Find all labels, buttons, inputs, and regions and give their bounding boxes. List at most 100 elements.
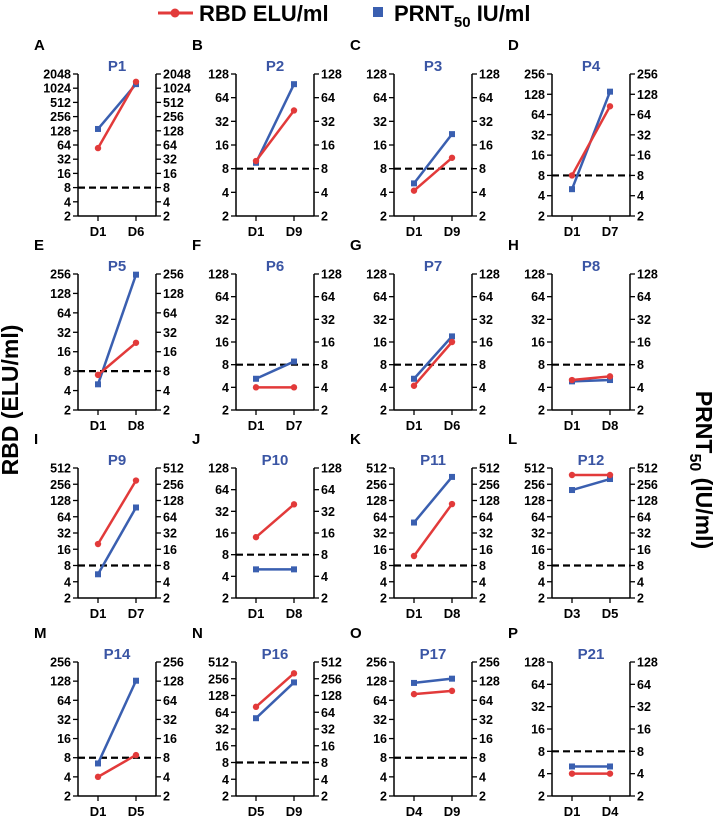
- panel-i-title: P9: [108, 452, 126, 469]
- panel-d-ytick-label-left: 128: [524, 88, 545, 102]
- panel-h-ytick-label-right: 128: [637, 268, 658, 282]
- panel-o-ytick-label-left: 64: [373, 694, 387, 708]
- panel-i-prnt-point: [133, 504, 139, 511]
- panel-i-xtick-label: D7: [128, 606, 145, 621]
- right-axis-title-unit: (IU/ml): [691, 471, 714, 549]
- panel-e-title: P5: [108, 258, 126, 275]
- panel-b-xtick-label: D9: [286, 224, 303, 239]
- panel-i: I P9 2 2 4 4 8 8 16 16 32 32 64 64 128 128 256 256 512 512 D…: [34, 431, 184, 621]
- panel-c-ytick-label-right: 2: [479, 210, 486, 224]
- legend-rbd-label: RBD ELU/ml: [199, 1, 329, 26]
- panel-o-ytick-label-left: 256: [366, 656, 387, 670]
- panel-p-ytick-label-right: 2: [637, 790, 644, 804]
- panel-d-ytick-label-left: 16: [531, 149, 545, 163]
- panel-m-rbd-point: [94, 773, 102, 781]
- panel-d-ytick-label-right: 4: [637, 189, 644, 203]
- panel-i-rbd-line: [96, 479, 138, 545]
- panel-o-ytick-label-right: 16: [479, 732, 493, 746]
- panel-n-ytick-label-left: 4: [222, 773, 229, 787]
- panel-l-ytick-label-left: 4: [538, 575, 545, 589]
- panel-m-prnt-point: [133, 677, 139, 684]
- panel-l-ytick-label-right: 32: [637, 527, 651, 541]
- panel-l-ytick-label-right: 2: [637, 592, 644, 606]
- panel-p-ytick-label-right: 32: [637, 700, 651, 714]
- panel-d-ytick-label-right: 8: [637, 169, 644, 183]
- panel-m-rbd-line: [97, 753, 137, 778]
- panel-o-ytick-label-right: 32: [479, 713, 493, 727]
- legend-prnt-sub: 50: [454, 14, 471, 31]
- panel-o-ytick-label-left: 4: [380, 770, 387, 784]
- panel-a-ytick-label-left: 256: [50, 110, 71, 124]
- panel-d-ytick-label-right: 32: [637, 128, 651, 142]
- panel-f-prnt-point: [291, 358, 297, 365]
- panel-k-ytick-label-left: 32: [373, 527, 387, 541]
- panel-a-ytick-label-left: 1024: [43, 82, 71, 96]
- panel-n-ytick-label-right: 2: [321, 790, 328, 804]
- panel-p-ytick-label-left: 4: [538, 767, 545, 781]
- panel-b-rbd-point: [252, 157, 260, 165]
- panel-d-ytick-label-left: 2: [538, 210, 545, 224]
- panel-l-prnt-point: [607, 476, 613, 483]
- panel-b-ytick-label-left: 128: [208, 68, 229, 82]
- panel-k-prnt-point: [449, 473, 455, 480]
- panel-i-ytick-label-left: 8: [64, 559, 71, 573]
- panel-d-ytick-label-right: 128: [637, 88, 658, 102]
- panel-i-ytick-label-right: 16: [163, 543, 177, 557]
- panel-k-ytick-label-right: 2: [479, 592, 486, 606]
- panel-i-ytick-label-left: 2: [64, 592, 71, 606]
- panel-c-ytick-label-left: 2: [380, 210, 387, 224]
- panel-b-ytick-label-right: 2: [321, 210, 328, 224]
- panel-f-xtick-label: D1: [248, 418, 265, 433]
- panel-o-title: P17: [420, 646, 447, 663]
- panel-k-ytick-label-right: 16: [479, 543, 493, 557]
- panel-m-ytick-label-right: 8: [163, 751, 170, 765]
- panel-b-letter: B: [192, 37, 203, 54]
- panel-c: C P3 2 2 4 4 8 8 16 16 32 32 64 64 128 128 D1 D9: [350, 37, 500, 239]
- panel-m-ytick-label-right: 2: [163, 790, 170, 804]
- panel-m-ytick-label-left: 32: [57, 713, 71, 727]
- panel-a-ytick-label-left: 16: [57, 167, 71, 181]
- panel-p-ytick-label-left: 16: [531, 723, 545, 737]
- panel-m-letter: M: [34, 625, 47, 642]
- panel-a-rbd-point: [94, 144, 102, 152]
- panel-f-ytick-label-right: 4: [321, 381, 328, 395]
- panel-l-ytick-label-right: 128: [637, 494, 658, 508]
- panel-m-xtick-label: D5: [128, 804, 145, 819]
- panel-d-xtick-label: D7: [602, 224, 619, 239]
- legend-prnt-main: PRNT: [394, 1, 454, 26]
- panel-l-ytick-label-right: 64: [637, 510, 651, 524]
- panel-e-ytick-label-right: 32: [163, 326, 177, 340]
- panel-p-rbd-point: [568, 770, 576, 777]
- panel-m-title: P14: [104, 646, 131, 663]
- panel-g-ytick-label-left: 2: [380, 404, 387, 418]
- panel-g-ytick-label-right: 64: [479, 290, 493, 304]
- panel-n-ytick-label-left: 128: [208, 689, 229, 703]
- panel-k-ytick-label-right: 4: [479, 575, 486, 589]
- right-axis-title-main: PRNT: [691, 391, 714, 454]
- panel-c-ytick-label-right: 32: [479, 115, 493, 129]
- panel-k-xtick-label: D1: [406, 606, 423, 621]
- panel-k-ytick-label-right: 512: [479, 462, 500, 476]
- panel-d-prnt-point: [569, 186, 575, 193]
- panel-a-ytick-label-right: 64: [163, 139, 177, 153]
- panel-o-ytick-label-right: 8: [479, 751, 486, 765]
- panel-f: F P6 2 2 4 4 8 8 16 16 32 32 64 64 128 128 D1 D7: [192, 237, 342, 433]
- panel-o-ytick-label-right: 4: [479, 770, 486, 784]
- panel-g-prnt-line: [413, 335, 453, 380]
- panel-e-ytick-label-right: 4: [163, 384, 170, 398]
- panel-n-ytick-label-left: 8: [222, 756, 229, 770]
- panel-e-ytick-label-right: 2: [163, 404, 170, 418]
- panel-l-prnt-line: [571, 477, 611, 492]
- panel-d: D P4 2 2 4 4 8 8 16 16 32 32 64 64 128 128 256 256 D1 D7: [508, 37, 658, 239]
- panel-j-prnt-point: [291, 566, 297, 573]
- panel-p-letter: P: [508, 625, 518, 642]
- panel-h-ytick-label-right: 8: [637, 358, 644, 372]
- panel-o-ytick-label-left: 32: [373, 713, 387, 727]
- panel-c-ytick-label-right: 4: [479, 186, 486, 200]
- panel-n-ytick-label-right: 4: [321, 773, 328, 787]
- panel-m-prnt-line: [96, 680, 138, 764]
- panel-m-ytick-label-left: 2: [64, 790, 71, 804]
- panel-e-ytick-label-left: 64: [57, 306, 71, 320]
- panel-l-ytick-label-right: 256: [637, 478, 658, 492]
- legend-prnt-label: PRNT50 IU/ml: [394, 1, 530, 31]
